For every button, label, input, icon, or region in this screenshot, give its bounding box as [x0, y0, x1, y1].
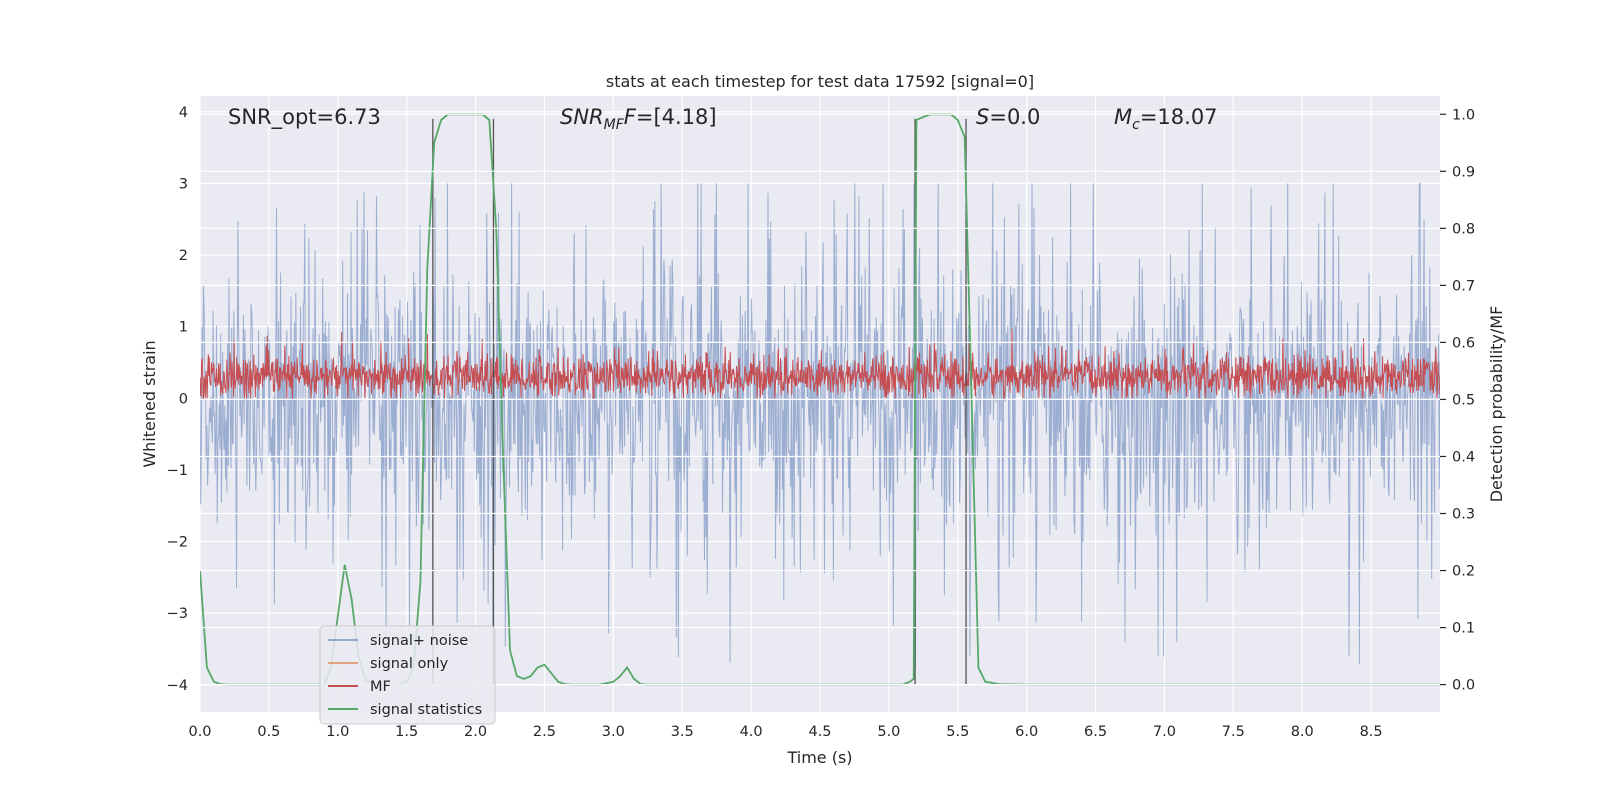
legend-label-signal-only: signal only: [370, 656, 449, 672]
x-tick-label: 0.0: [188, 724, 211, 740]
mc-annotation: Mc=18.07: [1114, 105, 1218, 133]
y-right-tick-label: 0.7: [1452, 278, 1475, 294]
x-tick-label: 2.5: [533, 724, 556, 740]
y-right-tick-label: 0.6: [1452, 335, 1475, 351]
y-right-axis-label: Detection probability/MF: [1487, 306, 1506, 503]
mc-main: M: [1114, 105, 1132, 129]
signal-noise-line: [200, 182, 1440, 669]
snr-mf-main: SNR: [560, 105, 604, 129]
chart-title: stats at each timestep for test data 175…: [606, 72, 1034, 91]
x-axis-label: Time (s): [786, 748, 852, 767]
y-right-tick-label: 0.0: [1452, 678, 1475, 694]
legend-label-mf: MF: [370, 679, 391, 695]
y-left-tick-label: −2: [167, 535, 188, 551]
legend-label-signal-noise: signal+ noise: [370, 633, 468, 649]
x-tick-label: 3.0: [602, 724, 625, 740]
snr-mf-sub: MF: [604, 117, 625, 133]
x-tick-label: 7.5: [1222, 724, 1245, 740]
legend-box: [319, 625, 496, 725]
x-tick-label: 0.5: [257, 724, 280, 740]
x-tick-label: 1.5: [395, 724, 418, 740]
x-tick-label: 2.0: [464, 724, 487, 740]
x-axis-ticks: 0.0 0.5 1.0 1.5 2.0 2.5 3.0 3.5 4.0 4.5 5.0 5.5 6.0 6…: [188, 724, 1382, 740]
y-right-tick-label: 0.2: [1452, 564, 1475, 580]
legend: signal+ noise signal only MF signal stat…: [319, 625, 496, 725]
x-tick-label: 1.0: [326, 724, 349, 740]
y-left-tick-label: −3: [167, 606, 188, 622]
y-right-tick-label: 0.3: [1452, 507, 1475, 523]
y-left-axis-label: Whitened strain: [140, 340, 159, 467]
y-left-tick-label: 0: [179, 391, 188, 407]
y-left-tick-label: 2: [179, 248, 188, 264]
y-right-tick-label: 0.4: [1452, 449, 1475, 465]
x-tick-label: 5.5: [946, 724, 969, 740]
x-tick-label: 4.5: [808, 724, 831, 740]
x-tick-label: 7.0: [1153, 724, 1176, 740]
x-tick-label: 6.0: [1015, 724, 1038, 740]
x-tick-label: 6.5: [1084, 724, 1107, 740]
snr-mf-suffix: F: [624, 105, 637, 129]
y-right-tick-label: 1.0: [1452, 107, 1475, 123]
legend-label-signal-statistics: signal statistics: [370, 702, 482, 718]
mc-sub: c: [1132, 117, 1140, 133]
s-value: =0.0: [989, 105, 1040, 129]
y-left-tick-label: 3: [179, 176, 188, 192]
mf-series: [200, 328, 1440, 399]
mf-line: [200, 328, 1440, 399]
y-right-tick-label: 0.8: [1452, 221, 1475, 237]
mc-value: =18.07: [1140, 105, 1218, 129]
x-tick-label: 3.5: [671, 724, 694, 740]
y-left-tick-label: 1: [179, 320, 188, 336]
y-right-axis-ticks: 1.0 0.9 0.8 0.7 0.6 0.5 0.4 0.3 0.2 0.1 0.0: [1440, 107, 1475, 694]
x-tick-label: 4.0: [740, 724, 763, 740]
y-right-tick-label: 0.5: [1452, 392, 1475, 408]
y-left-tick-label: −4: [167, 678, 188, 694]
x-tick-label: 8.0: [1291, 724, 1314, 740]
y-right-tick-label: 0.1: [1452, 621, 1475, 637]
s-main: S: [976, 105, 989, 129]
right-axis-gridlines: [200, 113, 1440, 686]
x-tick-label: 5.0: [877, 724, 900, 740]
y-left-axis-ticks: 4 3 2 1 0 −1 −2 −3 −4: [167, 105, 188, 694]
y-left-tick-label: −1: [167, 463, 188, 479]
snr-mf-value: =[4.18]: [636, 105, 717, 129]
y-left-tick-label: 4: [179, 105, 188, 121]
x-tick-label: 8.5: [1360, 724, 1383, 740]
s-annotation: S=0.0: [976, 105, 1040, 129]
snr-mf-annotation: SNRMFF=[4.18]: [560, 105, 717, 133]
y-right-tick-label: 0.9: [1452, 164, 1475, 180]
snr-opt-annotation: SNR_opt=6.73: [228, 105, 381, 130]
signal-noise-series: [200, 182, 1440, 669]
